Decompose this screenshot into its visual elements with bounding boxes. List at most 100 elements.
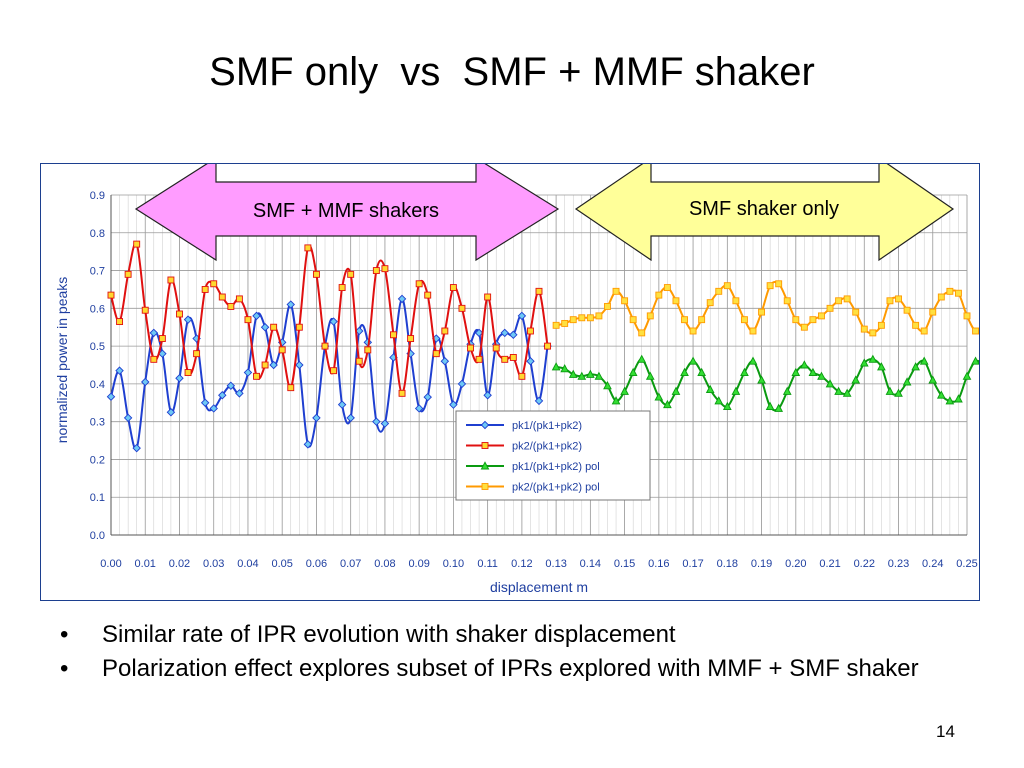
data-point <box>628 367 638 377</box>
data-point <box>270 323 278 331</box>
data-point <box>123 413 133 423</box>
data-point <box>783 297 791 305</box>
x-tick-label: 0.16 <box>648 558 669 570</box>
data-point <box>604 302 611 310</box>
data-point <box>672 297 680 305</box>
data-point <box>517 311 527 321</box>
data-point <box>835 297 843 305</box>
data-point <box>663 284 671 292</box>
data-point <box>458 304 466 312</box>
x-tick-label: 0.09 <box>408 558 429 570</box>
data-point <box>235 295 243 303</box>
data-point <box>243 368 253 377</box>
data-point <box>655 291 663 299</box>
data-point <box>842 388 852 397</box>
y-tick-label: 0.1 <box>90 492 105 504</box>
legend-marker <box>480 461 490 470</box>
x-tick-label: 0.22 <box>854 558 875 570</box>
data-point <box>962 371 972 380</box>
data-point <box>646 312 654 320</box>
bullet-text: Polarization effect explores subset of I… <box>102 655 919 682</box>
data-point <box>141 377 150 387</box>
data-point <box>765 401 775 411</box>
data-point <box>714 396 724 405</box>
legend-label: pk2/(pk1+pk2) pol <box>512 482 600 494</box>
axes <box>110 195 967 536</box>
x-axis-label: displacement m <box>490 579 588 595</box>
data-point <box>304 244 312 252</box>
data-point <box>535 287 543 295</box>
data-point <box>106 392 116 401</box>
data-point <box>526 356 535 366</box>
x-tick-label: 0.03 <box>203 558 224 570</box>
data-point <box>929 308 937 316</box>
x-tick-label: 0.04 <box>237 558 258 570</box>
data-point <box>414 404 424 413</box>
legend-label: pk1/(pk1+pk2) <box>512 420 582 432</box>
data-point <box>149 328 159 338</box>
data-point <box>167 276 175 284</box>
data-point <box>561 319 569 327</box>
y-tick-label: 0.0 <box>90 530 105 542</box>
data-point <box>500 328 509 338</box>
data-point <box>629 316 637 324</box>
data-point <box>381 265 389 273</box>
data-point <box>278 346 286 354</box>
data-point <box>868 354 878 363</box>
data-point <box>552 321 560 329</box>
data-point <box>347 270 355 278</box>
data-point <box>115 366 124 375</box>
series-2 <box>107 240 552 397</box>
legend-marker <box>481 483 489 490</box>
data-point <box>183 315 193 324</box>
x-tick-label: 0.05 <box>271 558 292 570</box>
data-point <box>200 398 210 408</box>
x-tick-label: 0.00 <box>100 558 121 570</box>
x-tick-label: 0.11 <box>477 558 498 570</box>
page-number: 14 <box>936 722 955 741</box>
data-point <box>963 312 971 320</box>
data-point <box>449 400 458 409</box>
data-point <box>423 392 432 402</box>
smf-mmf-arrow: SMF + MMF shakers <box>134 164 560 262</box>
data-point <box>578 314 586 322</box>
data-point <box>398 389 406 397</box>
data-point <box>595 312 603 320</box>
data-point <box>638 329 646 337</box>
data-point <box>705 384 715 394</box>
data-point <box>209 404 218 413</box>
data-point <box>124 270 132 278</box>
data-point <box>415 280 423 288</box>
data-point <box>903 306 911 314</box>
data-point <box>321 342 329 350</box>
data-point <box>637 354 647 363</box>
data-point <box>611 396 621 405</box>
legend-marker <box>481 442 489 449</box>
data-point <box>440 356 450 366</box>
data-point <box>551 362 561 371</box>
data-point <box>758 308 766 316</box>
y-tick-label: 0.9 <box>90 190 105 202</box>
data-point <box>449 284 457 292</box>
legend-label: pk2/(pk1+pk2) <box>512 441 582 453</box>
data-point <box>577 371 587 380</box>
data-point <box>586 369 595 378</box>
data-point <box>654 392 664 401</box>
x-tick-label: 0.17 <box>682 558 703 570</box>
data-point <box>972 327 979 335</box>
data-point <box>852 308 860 316</box>
data-point <box>158 335 166 343</box>
data-point <box>526 327 534 335</box>
data-point <box>851 375 861 384</box>
data-point <box>706 299 714 307</box>
data-point <box>509 353 517 361</box>
data-point <box>150 355 158 363</box>
bullet-symbol: • <box>60 621 69 648</box>
data-point <box>834 386 843 395</box>
data-point <box>620 386 629 395</box>
data-point <box>483 390 492 400</box>
tick-labels: 0.0 0.1 0.2 0.3 0.4 0.5 0.6 0.7 0.8 0.9 0.00 0.01 0.… <box>90 190 978 570</box>
data-point <box>432 350 440 358</box>
data-point <box>885 386 895 395</box>
data-point <box>774 403 784 412</box>
